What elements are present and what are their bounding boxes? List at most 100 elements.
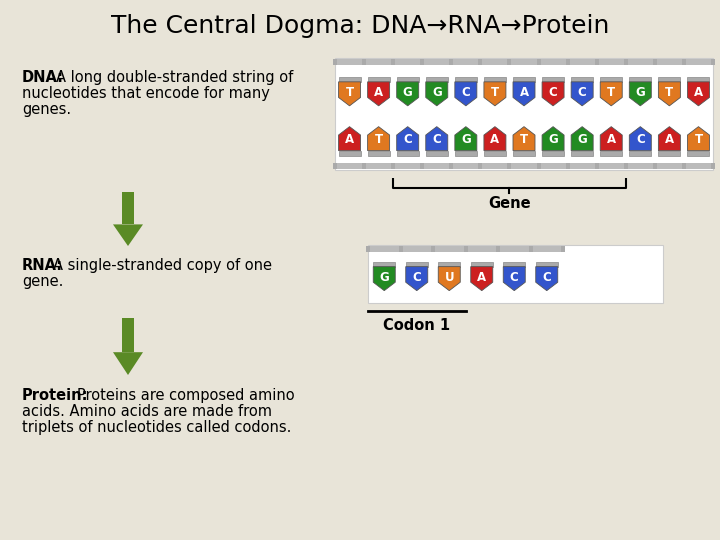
Polygon shape: [406, 267, 428, 291]
Bar: [561, 246, 565, 252]
Text: A single-stranded copy of one: A single-stranded copy of one: [53, 258, 272, 273]
Bar: [335, 58, 713, 170]
Bar: [571, 151, 593, 156]
Bar: [688, 151, 709, 156]
Text: Gene: Gene: [488, 197, 531, 212]
Text: T: T: [694, 133, 703, 146]
Bar: [571, 77, 593, 82]
Bar: [508, 163, 511, 169]
Polygon shape: [536, 267, 558, 291]
Bar: [629, 77, 652, 82]
Bar: [711, 163, 715, 169]
Text: A: A: [374, 86, 383, 99]
Polygon shape: [368, 127, 390, 151]
Bar: [478, 163, 482, 169]
Text: A: A: [519, 86, 528, 99]
Polygon shape: [113, 225, 143, 246]
Text: T: T: [520, 133, 528, 146]
Bar: [595, 59, 599, 65]
Text: C: C: [413, 271, 421, 284]
Text: T: T: [607, 86, 616, 99]
Bar: [528, 246, 533, 252]
Polygon shape: [513, 82, 535, 106]
Bar: [336, 163, 712, 169]
Text: A: A: [345, 133, 354, 146]
Text: A: A: [694, 86, 703, 99]
Bar: [600, 151, 622, 156]
Bar: [366, 246, 370, 252]
Bar: [503, 262, 526, 267]
Text: C: C: [549, 86, 557, 99]
Bar: [449, 59, 454, 65]
Text: T: T: [374, 133, 382, 146]
Polygon shape: [484, 127, 506, 151]
Bar: [624, 59, 628, 65]
Bar: [406, 262, 428, 267]
Bar: [336, 59, 712, 65]
Polygon shape: [542, 82, 564, 106]
Bar: [471, 262, 492, 267]
Bar: [496, 246, 500, 252]
Text: G: G: [379, 271, 389, 284]
Polygon shape: [600, 127, 622, 151]
Polygon shape: [658, 82, 680, 106]
Polygon shape: [484, 82, 506, 106]
Bar: [513, 77, 535, 82]
Bar: [449, 163, 454, 169]
Bar: [333, 59, 337, 65]
Bar: [420, 163, 424, 169]
Text: G: G: [577, 133, 587, 146]
Bar: [362, 59, 366, 65]
Polygon shape: [688, 82, 709, 106]
Bar: [653, 163, 657, 169]
Polygon shape: [629, 82, 652, 106]
Bar: [688, 77, 709, 82]
Bar: [397, 77, 419, 82]
Text: DNA:: DNA:: [22, 70, 64, 85]
Text: G: G: [636, 86, 645, 99]
Text: U: U: [444, 271, 454, 284]
Text: Protein:: Protein:: [22, 388, 89, 403]
Bar: [566, 163, 570, 169]
Bar: [369, 246, 562, 252]
Polygon shape: [122, 192, 134, 225]
Bar: [484, 77, 506, 82]
Text: C: C: [510, 271, 518, 284]
Text: G: G: [432, 86, 441, 99]
Text: G: G: [461, 133, 471, 146]
Text: C: C: [433, 133, 441, 146]
Polygon shape: [368, 82, 390, 106]
Bar: [711, 59, 715, 65]
Text: gene.: gene.: [22, 274, 63, 289]
Polygon shape: [426, 82, 448, 106]
Polygon shape: [426, 127, 448, 151]
Polygon shape: [338, 82, 361, 106]
Polygon shape: [373, 267, 395, 291]
Text: Proteins are composed amino: Proteins are composed amino: [77, 388, 294, 403]
Bar: [513, 151, 535, 156]
Polygon shape: [438, 267, 460, 291]
Text: nucleotides that encode for many: nucleotides that encode for many: [22, 86, 270, 101]
Text: C: C: [636, 133, 644, 146]
Polygon shape: [571, 127, 593, 151]
Bar: [682, 59, 686, 65]
Bar: [542, 77, 564, 82]
Bar: [426, 77, 448, 82]
Bar: [536, 59, 541, 65]
Bar: [658, 151, 680, 156]
Polygon shape: [397, 82, 419, 106]
Bar: [438, 262, 460, 267]
Polygon shape: [688, 127, 709, 151]
Bar: [595, 163, 599, 169]
Polygon shape: [542, 127, 564, 151]
Text: A: A: [490, 133, 500, 146]
Bar: [508, 59, 511, 65]
Bar: [566, 59, 570, 65]
Bar: [333, 163, 337, 169]
Text: G: G: [548, 133, 558, 146]
Bar: [600, 77, 622, 82]
Text: RNA:: RNA:: [22, 258, 63, 273]
Text: genes.: genes.: [22, 102, 71, 117]
Polygon shape: [600, 82, 622, 106]
Bar: [338, 77, 361, 82]
